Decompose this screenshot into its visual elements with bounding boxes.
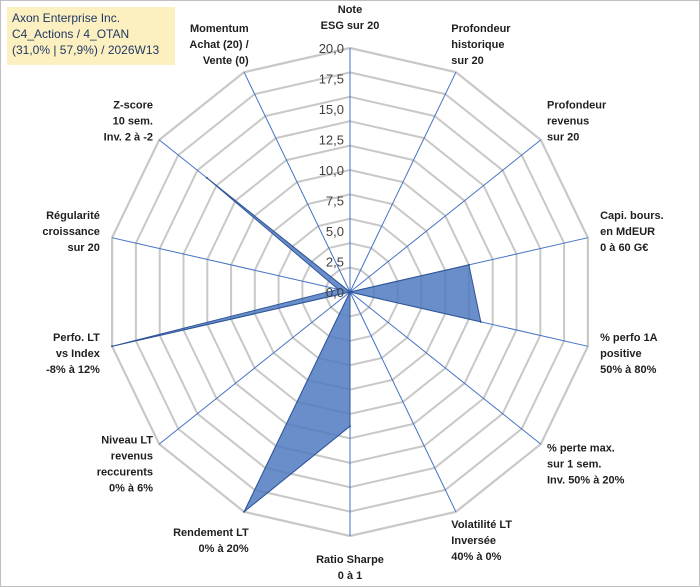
tick-label: 15,0 xyxy=(319,102,344,117)
axis-label-line: historique xyxy=(451,39,504,51)
data-series-area xyxy=(111,177,482,513)
axis-spoke xyxy=(111,237,351,293)
axis-spoke xyxy=(243,71,351,293)
axis-label-line: % perte max. xyxy=(547,443,615,455)
portfolio-path: C4_Actions / 4_OTAN xyxy=(12,27,130,41)
axis-label: Perfo. LT vs Index -8% à 12% xyxy=(46,332,101,376)
tick-label: 12,5 xyxy=(319,133,344,148)
axis-label-line: 0% à 20% xyxy=(199,543,249,555)
axis-label-line: Inversée xyxy=(451,535,496,547)
axis-spoke xyxy=(349,291,542,445)
axis-label: Ratio Sharpe 0 à 1 xyxy=(316,554,384,582)
chart-title-box: Axon Enterprise Inc. C4_Actions / 4_OTAN… xyxy=(7,7,175,65)
axis-label-line: Vente (0) xyxy=(203,55,249,67)
data-point xyxy=(111,345,114,348)
axis-spoke xyxy=(158,291,351,445)
axis-label: Rendement LT 0% à 20% xyxy=(173,527,249,555)
axis-label-line: Volatilité LT xyxy=(451,519,512,531)
axis-label-line: vs Index xyxy=(56,348,101,360)
axis-label-line: Profondeur xyxy=(547,100,607,112)
data-point xyxy=(349,425,351,428)
axis-label-line: Achat (20) / xyxy=(189,39,248,51)
axis-label-line: Profondeur xyxy=(451,23,511,35)
axis-label-line: ESG sur 20 xyxy=(321,20,380,32)
data-point xyxy=(479,320,482,323)
axis-label-line: Inv. 2 à -2 xyxy=(104,132,153,144)
axis-label-line: reccurents xyxy=(97,467,153,479)
axis-label-line: 10 sem. xyxy=(113,116,153,128)
tick-label: 17,5 xyxy=(319,72,344,87)
axis-label-line: -8% à 12% xyxy=(46,364,100,376)
tick-label: 5,0 xyxy=(326,224,344,239)
axis-label-line: Régularité xyxy=(46,210,100,222)
tick-label: 20,0 xyxy=(319,41,344,56)
axis-label-line: positive xyxy=(600,348,642,360)
axis-label: Z-score 10 sem. Inv. 2 à -2 xyxy=(104,100,153,144)
data-point xyxy=(349,291,351,293)
axis-label-line: sur 20 xyxy=(547,132,579,144)
axis-label-line: Note xyxy=(338,4,362,16)
axis-label: Régularité croissance sur 20 xyxy=(42,210,99,254)
company-name: Axon Enterprise Inc. xyxy=(12,11,121,25)
axis-label-line: 40% à 0% xyxy=(451,551,501,563)
axis-label: Capi. bours. en MdEUR 0 à 60 G€ xyxy=(600,210,664,254)
axis-label-line: % perfo 1A xyxy=(600,332,658,344)
axis-label: Note ESG sur 20 xyxy=(321,4,380,32)
axis-label: % perte max. sur 1 sem. Inv. 50% à 20% xyxy=(547,443,625,487)
axis-label-line: Ratio Sharpe xyxy=(316,554,384,566)
axis-label-line: croissance xyxy=(42,226,99,238)
axis-label-line: Rendement LT xyxy=(173,527,249,539)
axis-label: Volatilité LT Inversée 40% à 0% xyxy=(451,519,512,563)
axis-label: Niveau LT revenus reccurents 0% à 6% xyxy=(97,435,154,495)
axis-spoke xyxy=(349,71,457,293)
data-point xyxy=(337,288,340,291)
axis-label: % perfo 1A positive 50% à 80% xyxy=(600,332,658,376)
axis-label-line: Capi. bours. xyxy=(600,210,664,222)
data-point xyxy=(243,510,246,513)
axis-spoke xyxy=(349,139,542,293)
score-period: (31,0% | 57,9%) / 2026W13 xyxy=(12,43,160,57)
axis-spoke xyxy=(349,291,457,513)
axis-label-line: Inv. 50% à 20% xyxy=(547,475,625,487)
tick-label: 7,5 xyxy=(326,194,344,209)
tick-label: 10,0 xyxy=(319,163,344,178)
axis-label-line: Perfo. LT xyxy=(53,332,100,344)
axis-label-line: 50% à 80% xyxy=(600,364,656,376)
axis-label: Profondeur historique sur 20 xyxy=(451,23,511,67)
axis-label-line: en MdEUR xyxy=(600,226,655,238)
axis-label-line: sur 1 sem. xyxy=(547,459,601,471)
axis-label-line: 0 à 60 G€ xyxy=(600,242,648,254)
tick-label: 2,5 xyxy=(326,255,344,270)
axis-label-line: sur 20 xyxy=(67,242,99,254)
axis-label-line: 0% à 6% xyxy=(109,483,153,495)
axis-label: Momentum Achat (20) / Vente (0) xyxy=(189,23,249,67)
data-point xyxy=(467,263,470,266)
data-point xyxy=(205,176,208,179)
tick-label: 0,0 xyxy=(326,285,344,300)
axis-label-line: sur 20 xyxy=(451,55,483,67)
axis-label-line: revenus xyxy=(547,116,589,128)
axis-label-line: 0 à 1 xyxy=(338,570,362,582)
axis-label-line: Niveau LT xyxy=(101,435,153,447)
axis-label-line: Momentum xyxy=(190,23,249,35)
axis-label-line: revenus xyxy=(111,451,153,463)
axis-label: Profondeur revenus sur 20 xyxy=(547,100,607,144)
axis-label-line: Z-score xyxy=(113,100,153,112)
